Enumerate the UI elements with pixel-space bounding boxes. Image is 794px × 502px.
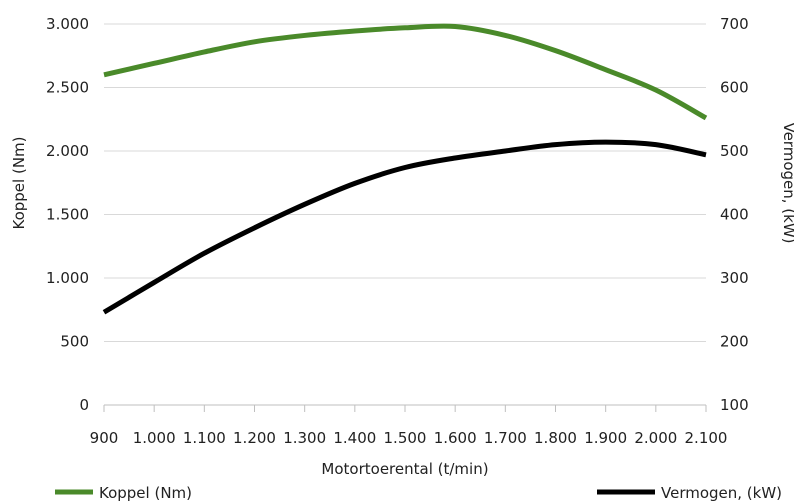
gridlines [104,23,706,342]
left-y-tick-label-1: 500 [60,333,89,351]
x-tick-label-7: 1.600 [434,429,477,447]
legend-label-vermogen: Vermogen, (kW) [661,484,782,502]
legend: Koppel (Nm) Vermogen, (kW) [55,484,782,502]
left-y-tick-label-5: 2.500 [46,79,89,97]
x-tick-label-12: 2.100 [685,429,728,447]
right-y-axis-ticks: 100 200 300 400 500 600 700 [720,15,749,414]
left-y-axis-title: Koppel (Nm) [10,136,28,229]
right-y-tick-label-5: 600 [720,79,749,97]
right-y-tick-label-0: 100 [720,396,749,414]
x-tick-label-6: 1.500 [384,429,427,447]
x-tick-label-3: 1.200 [233,429,276,447]
x-tick-label-9: 1.800 [534,429,577,447]
legend-label-koppel: Koppel (Nm) [99,484,192,502]
right-y-tick-label-4: 500 [720,142,749,160]
x-tick-label-2: 1.100 [183,429,226,447]
left-y-tick-label-4: 2.000 [46,142,89,160]
right-y-axis-title: Vermogen, (kW) [780,122,794,243]
left-y-axis-ticks: 0 500 1.000 1.500 2.000 2.500 3.000 [46,15,89,414]
x-tick-label-10: 1.900 [584,429,627,447]
series-lines [102,23,708,315]
series-line-0 [103,23,708,121]
x-tick-label-5: 1.400 [333,429,376,447]
x-axis-title: Motortoerental (t/min) [321,460,488,478]
x-tick-label-1: 1.000 [133,429,176,447]
right-y-tick-label-1: 200 [720,333,749,351]
right-y-tick-label-6: 700 [720,15,749,33]
x-tick-label-11: 2.000 [634,429,677,447]
series-line-1 [102,139,707,315]
x-tick-label-0: 900 [90,429,119,447]
x-tick-label-4: 1.300 [283,429,326,447]
left-y-tick-label-0: 0 [79,396,89,414]
right-y-tick-label-3: 400 [720,206,749,224]
x-axis: 900 1.000 1.100 1.200 1.300 1.400 1.500 1.600 1.… [90,404,728,447]
left-y-tick-label-2: 1.000 [46,269,89,287]
right-y-tick-label-2: 300 [720,269,749,287]
left-y-tick-label-3: 1.500 [46,206,89,224]
left-y-tick-label-6: 3.000 [46,15,89,33]
x-tick-label-8: 1.700 [484,429,527,447]
